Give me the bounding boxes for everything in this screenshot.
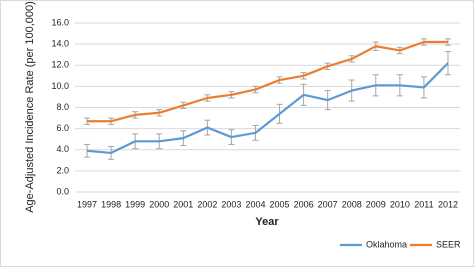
x-tick-label: 2003 (221, 199, 241, 209)
x-tick-label: 2005 (270, 199, 290, 209)
x-tick-label: 1997 (77, 199, 97, 209)
x-tick-label: 1998 (101, 199, 121, 209)
x-tick-label: 2006 (294, 199, 314, 209)
x-tick-label: 2000 (149, 199, 169, 209)
x-tick-label: 2007 (318, 199, 338, 209)
x-tick-label: 2004 (245, 199, 265, 209)
x-tick-label: 2008 (342, 199, 362, 209)
legend-label: SEER (436, 239, 461, 249)
x-tick-label: 2009 (366, 199, 386, 209)
y-tick-label: 12.0 (51, 60, 69, 70)
x-tick-label: 2012 (438, 199, 458, 209)
x-axis-label: Year (255, 216, 279, 228)
series-line (86, 62, 449, 155)
y-tick-label: 4.0 (56, 144, 69, 154)
error-bar (444, 51, 451, 76)
x-tick-label: 2002 (197, 199, 217, 209)
y-tick-label: 16.0 (51, 17, 69, 27)
y-tick-label: 2.0 (56, 165, 69, 175)
y-tick-label: 6.0 (56, 123, 69, 133)
x-tick-label: 2011 (414, 199, 433, 209)
x-tick-label: 2010 (390, 199, 410, 209)
x-tick-label: 1999 (125, 199, 145, 209)
y-tick-label: 10.0 (51, 81, 69, 91)
y-tick-label: 0.0 (56, 186, 69, 196)
x-tick-label: 2001 (173, 199, 193, 209)
y-axis-label: Age-Adjusted Incidence Rate (per 100,000… (24, 1, 36, 213)
legend-label: Oklahoma (366, 239, 407, 249)
y-tick-label: 14.0 (51, 39, 69, 49)
series-line (87, 40, 448, 123)
y-tick-label: 8.0 (56, 102, 69, 112)
